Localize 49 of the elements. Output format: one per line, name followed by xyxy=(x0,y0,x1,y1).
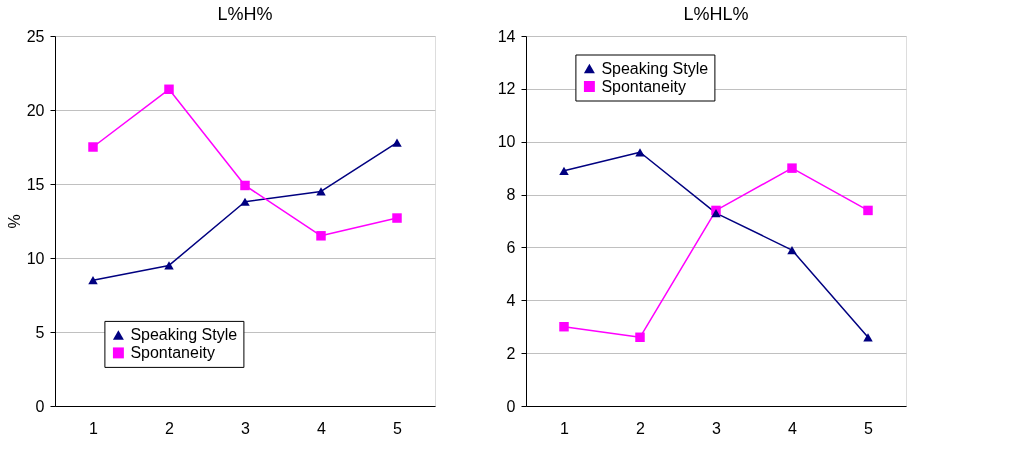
x-tick-label: 2 xyxy=(165,419,175,437)
y-tick-label: 4 xyxy=(506,291,516,309)
point xyxy=(635,148,645,157)
point xyxy=(559,321,569,332)
x-tick-label: 5 xyxy=(393,419,403,437)
point xyxy=(787,245,797,255)
legend-label: Speaking Style xyxy=(601,59,709,77)
y-tick-label: 0 xyxy=(506,397,516,415)
point xyxy=(787,163,797,173)
point xyxy=(559,166,569,175)
point xyxy=(164,84,174,95)
y-axis-title: % xyxy=(5,214,23,229)
point xyxy=(88,142,98,152)
y-tick-label: 10 xyxy=(26,249,45,267)
y-tick-label: 6 xyxy=(506,238,516,256)
point xyxy=(164,261,174,270)
y-tick-label: 8 xyxy=(506,186,516,204)
x-tick-label: 5 xyxy=(864,419,874,437)
point xyxy=(316,187,326,196)
x-tick-label: 3 xyxy=(712,419,722,437)
legend-label: Spontaneity xyxy=(130,343,215,361)
y-tick-label: 2 xyxy=(506,344,516,362)
x-tick-label: 1 xyxy=(89,419,99,437)
y-tick-label: 15 xyxy=(26,175,45,193)
y-tick-label: 20 xyxy=(26,101,45,119)
y-tick-label: 10 xyxy=(497,133,516,151)
point xyxy=(863,333,873,342)
x-tick-label: 2 xyxy=(636,419,646,437)
point xyxy=(635,332,645,343)
x-tick-label: 4 xyxy=(788,419,798,437)
x-tick-label: 1 xyxy=(560,419,570,437)
legend-label: Spontaneity xyxy=(601,77,686,95)
x-tick-label: 3 xyxy=(241,419,251,437)
point xyxy=(392,138,402,147)
y-tick-label: 12 xyxy=(497,80,516,98)
chart-title: L%H% xyxy=(217,4,273,24)
legend-label: Speaking Style xyxy=(130,325,238,343)
y-tick-label: 5 xyxy=(35,323,45,341)
y-tick-label: 25 xyxy=(26,27,45,45)
point xyxy=(392,213,402,223)
chart-title: L%HL% xyxy=(683,4,749,24)
point xyxy=(88,276,98,285)
point xyxy=(240,180,250,191)
point xyxy=(240,197,250,206)
x-tick-label: 4 xyxy=(317,419,327,437)
y-tick-label: 0 xyxy=(35,397,45,415)
point xyxy=(863,205,873,216)
y-tick-label: 14 xyxy=(497,27,516,45)
point xyxy=(316,231,326,241)
